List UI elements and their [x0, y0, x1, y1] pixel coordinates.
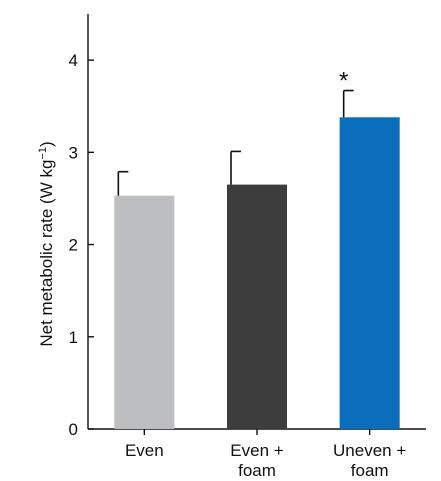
- bar: [339, 117, 400, 430]
- x-axis: Even Even + foam Uneven + foam: [88, 428, 426, 480]
- y-axis: 0 1 2 3 4: [69, 14, 94, 439]
- bar: [114, 195, 175, 429]
- y-tick-label: 1: [69, 328, 78, 347]
- significance-marker: *: [339, 68, 348, 95]
- bars: [114, 117, 400, 430]
- x-tick-label: Even + foam: [230, 441, 283, 480]
- y-tick-label: 3: [69, 143, 78, 162]
- y-tick-label: 0: [69, 420, 78, 439]
- y-axis-title-main: Net metabolic rate (W kg: [37, 160, 56, 347]
- x-tick-label: Even: [125, 441, 164, 460]
- y-axis-title-sup: −1: [37, 147, 49, 160]
- error-bars: [117, 89, 354, 196]
- bar: [227, 184, 287, 429]
- y-tick-label: 4: [69, 51, 78, 70]
- annotations: *: [339, 68, 348, 95]
- y-axis-title-end: ): [37, 141, 56, 147]
- y-axis-title: Net metabolic rate (W kg−1): [37, 141, 56, 346]
- x-tick-label: Uneven + foam: [333, 441, 406, 480]
- y-tick-label: 2: [69, 236, 78, 255]
